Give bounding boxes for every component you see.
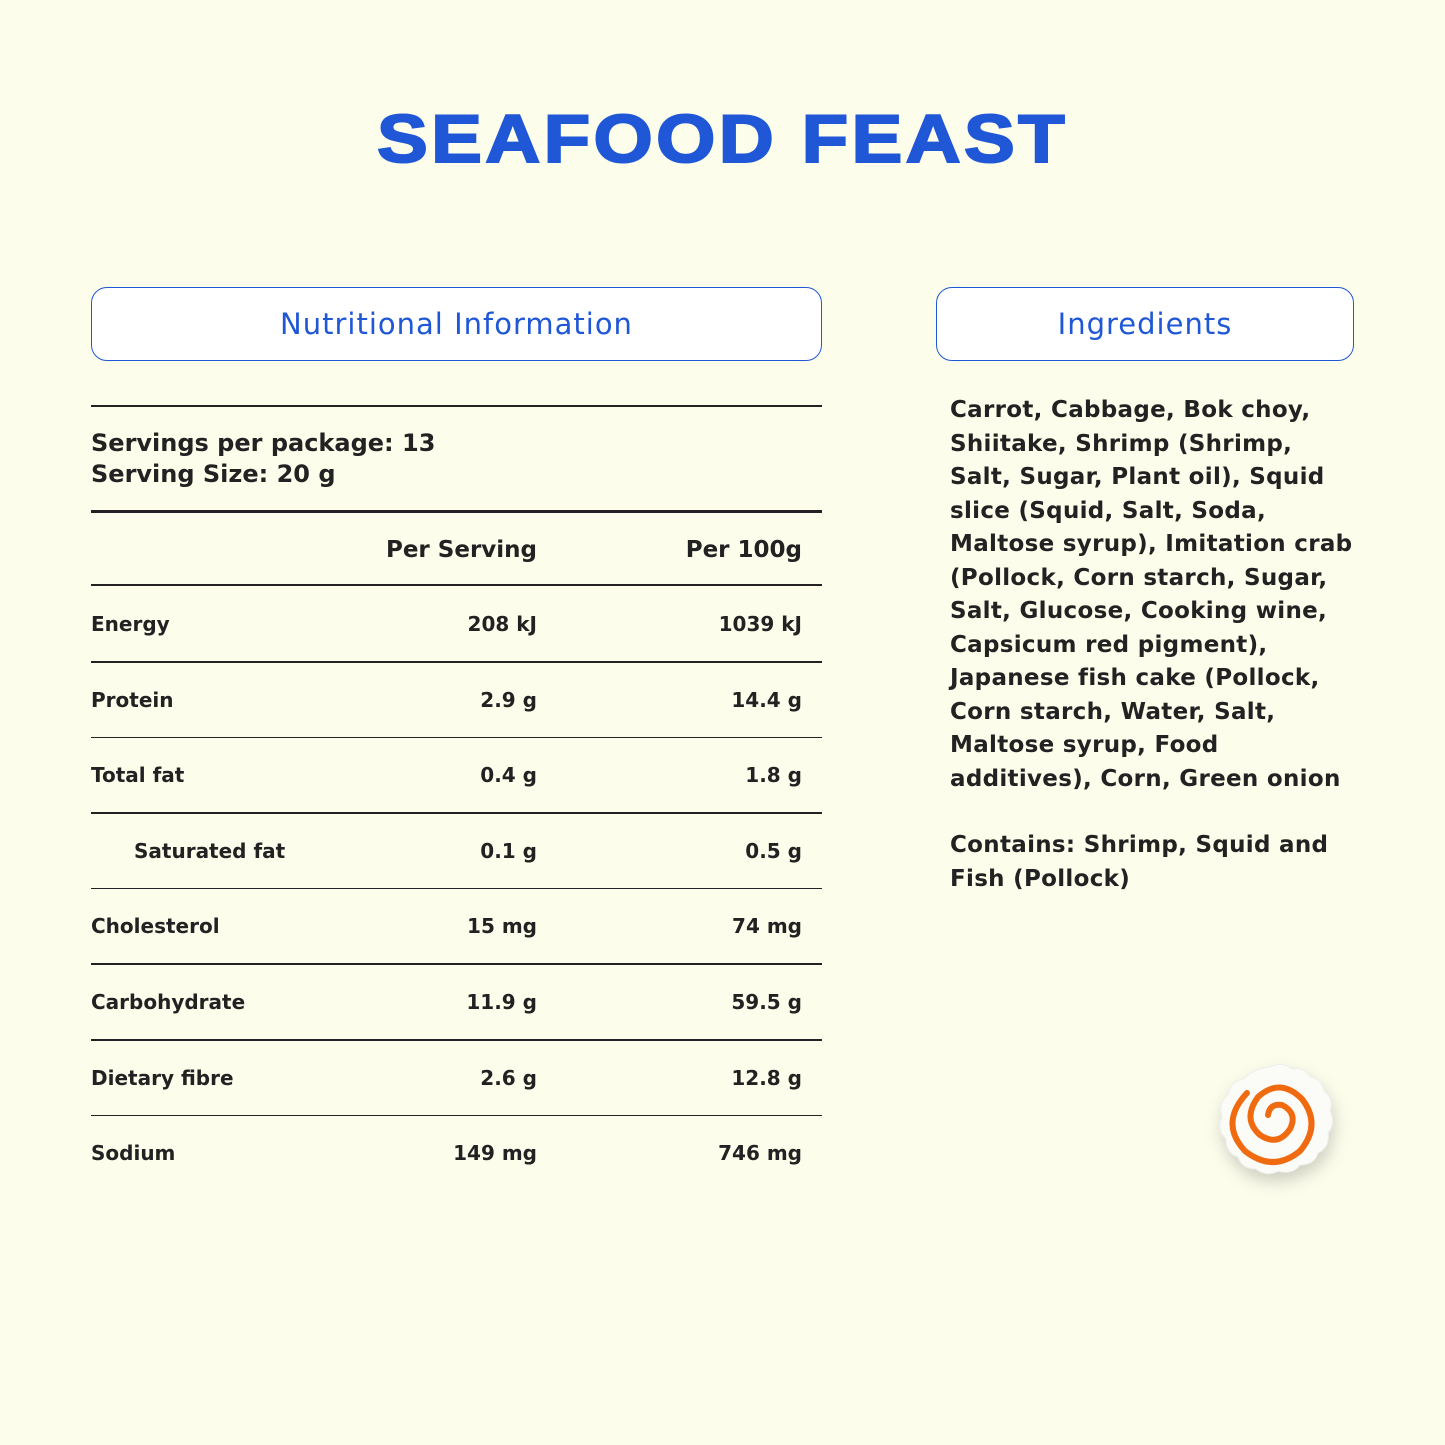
row-divider <box>91 1039 822 1041</box>
nutrient-name: Total fat <box>91 763 185 788</box>
per-100g: 1039 kJ <box>718 612 802 636</box>
row-divider <box>91 963 822 965</box>
row-divider <box>91 887 822 890</box>
per-100g: 12.8 g <box>731 1065 802 1090</box>
rule <box>91 510 822 513</box>
per-serving: 11.9 g <box>466 990 537 1014</box>
servings-per-package: Servings per package: 13 <box>91 429 436 457</box>
allergens: Contains: Shrimp, Squid and Fish (Polloc… <box>950 832 1329 892</box>
ingredients-block: Carrot, Cabbage, Bok choy, Shiitake, Shr… <box>950 394 1360 896</box>
per-serving: 0.1 g <box>480 838 537 863</box>
ingredients-text: Carrot, Cabbage, Bok choy, Shiitake, Shr… <box>950 397 1353 792</box>
per-serving: 15 mg <box>467 914 537 939</box>
row-divider <box>91 661 822 663</box>
column-header: Per 100g <box>685 537 802 563</box>
nutrient-name: Sodium <box>91 1141 176 1166</box>
per-serving: 208 kJ <box>467 612 537 636</box>
nutrient-name: Cholesterol <box>91 914 220 939</box>
nutrition-heading: Nutritional Information <box>91 287 822 361</box>
per-serving: 2.6 g <box>480 1065 537 1090</box>
nutrient-name: Energy <box>91 612 170 636</box>
nutrient-name: Saturated fat <box>134 838 286 863</box>
row-divider <box>91 736 822 739</box>
ingredients-heading: Ingredients <box>936 287 1354 361</box>
rule <box>91 405 822 407</box>
row-divider <box>91 812 822 814</box>
per-100g: 74 mg <box>732 914 802 939</box>
fish-cake-image <box>1219 1063 1334 1175</box>
per-100g: 59.5 g <box>731 990 802 1014</box>
rule <box>91 584 822 586</box>
title: SEAFOOD FEAST <box>376 100 1069 178</box>
column-header: Per Serving <box>385 537 537 563</box>
serving-size: Serving Size: 20 g <box>91 460 336 488</box>
per-100g: 746 mg <box>718 1141 802 1166</box>
per-serving: 0.4 g <box>480 763 537 788</box>
row-divider <box>91 1114 822 1117</box>
per-100g: 0.5 g <box>745 838 802 863</box>
nutrient-name: Carbohydrate <box>91 990 246 1014</box>
nutrient-name: Protein <box>91 687 174 712</box>
per-serving: 149 mg <box>453 1141 537 1166</box>
per-100g: 1.8 g <box>745 763 802 788</box>
per-serving: 2.9 g <box>480 687 537 712</box>
nutrient-name: Dietary fibre <box>91 1065 234 1090</box>
per-100g: 14.4 g <box>731 687 802 712</box>
